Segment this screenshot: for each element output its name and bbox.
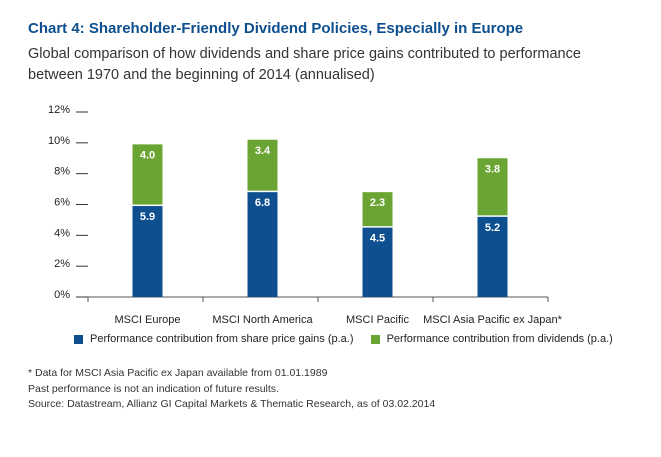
category-label: MSCI Pacific: [346, 314, 409, 326]
y-tick-label: 0%: [54, 289, 70, 301]
data-label: 5.2: [485, 222, 500, 234]
bar-share-price: [362, 227, 393, 297]
data-label: 6.8: [255, 197, 270, 209]
bar-dividends: [132, 144, 163, 205]
category-label: MSCI Asia Pacific ex Japan*: [423, 314, 563, 326]
chart-title: Chart 4: Shareholder-Friendly Dividend P…: [28, 20, 524, 37]
category-labels: MSCI Europe MSCI North America MSCI Pacifi…: [114, 314, 562, 326]
y-tick-label: 4%: [54, 227, 70, 239]
footnote-source: Source: Datastream, Allianz GI Capital M…: [28, 398, 436, 410]
bars: 5.9 4.0 6.8 3.4 4.5 2.3 5.2 3.8: [132, 139, 508, 297]
data-label: 4.5: [370, 233, 385, 245]
stacked-bar-chart: 0% 2% 4% 6% 8% 10% 12% 5.9 4.0 6.8 3.4 4.5 2.3 5.2 3.…: [48, 104, 563, 326]
footnote-data-availability: * Data for MSCI Asia Pacific ex Japan av…: [28, 367, 328, 379]
legend: Performance contribution from share pric…: [74, 333, 627, 347]
y-tick-label: 12%: [48, 104, 70, 116]
bar-dividends: [477, 158, 508, 216]
y-tick-label: 8%: [54, 166, 70, 178]
bar-share-price: [247, 192, 278, 297]
bar-dividends: [362, 192, 393, 227]
data-label: 5.9: [140, 211, 155, 223]
data-label: 3.4: [255, 145, 271, 157]
legend-item-dividends: Performance contribution from dividends …: [370, 333, 613, 345]
x-axis: [87, 296, 549, 302]
y-tick-label: 10%: [48, 135, 70, 147]
y-tick-label: 6%: [54, 197, 70, 209]
bar-dividends: [247, 139, 278, 191]
category-label: MSCI North America: [212, 314, 313, 326]
footnotes: * Data for MSCI Asia Pacific ex Japan av…: [28, 366, 435, 413]
chart-subtitle: Global comparison of how dividends and s…: [28, 46, 581, 83]
y-axis: 0% 2% 4% 6% 8% 10% 12%: [48, 104, 88, 301]
category-label: MSCI Europe: [114, 314, 180, 326]
bar-share-price: [132, 206, 163, 297]
footnote-disclaimer: Past performance is not an indication of…: [28, 382, 279, 395]
legend-swatch-dividends: [370, 334, 380, 344]
data-label: 2.3: [370, 197, 385, 209]
y-tick-label: 2%: [54, 258, 70, 270]
data-label: 3.8: [485, 163, 500, 175]
legend-item-share-price: Performance contribution from share pric…: [74, 333, 354, 345]
legend-label-dividends: Performance contribution from dividends …: [386, 333, 613, 345]
legend-label-share-price: Performance contribution from share pric…: [90, 333, 354, 345]
data-label: 4.0: [140, 149, 155, 161]
legend-swatch-share-price: [74, 334, 83, 344]
bar-share-price: [477, 216, 508, 297]
